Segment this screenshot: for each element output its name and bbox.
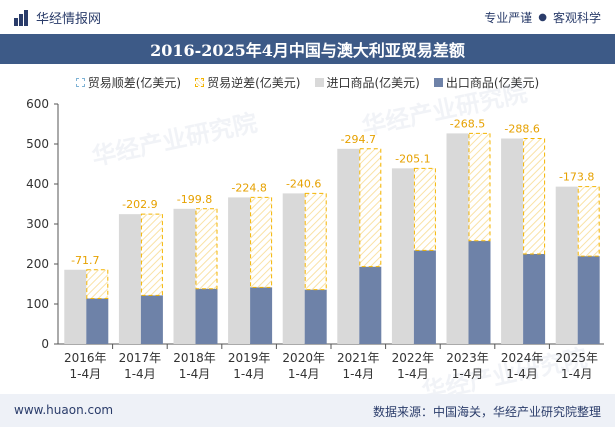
brand: 华经情报网	[14, 8, 101, 27]
deficit-label: -240.6	[286, 177, 321, 190]
deficit-label: -224.8	[231, 181, 266, 194]
import-bar	[228, 197, 251, 344]
deficit-box	[140, 213, 163, 296]
y-tick-label: 500	[26, 137, 49, 151]
deficit-box	[523, 138, 546, 255]
top-bar: 华经情报网 专业严谨 ● 客观科学	[0, 0, 615, 34]
y-tick-label: 600	[26, 97, 49, 111]
import-bar	[64, 269, 87, 344]
chart-title: 2016-2025年4月中国与澳大利亚贸易差额	[150, 41, 465, 60]
y-tick-label: 200	[26, 257, 49, 271]
import-bar	[173, 208, 196, 344]
x-tick-label-period: 1-4月	[561, 367, 593, 381]
import-bar	[337, 148, 360, 344]
legend-label-import: 进口商品(亿美元)	[326, 76, 420, 90]
legend-item-deficit: 贸易逆差(亿美元)	[195, 74, 301, 91]
deficit-box	[413, 167, 436, 251]
x-tick-label-period: 1-4月	[506, 367, 538, 381]
x-tick-label-period: 1-4月	[288, 367, 320, 381]
x-tick-label-year: 2019年	[228, 351, 271, 365]
legend-item-import: 进口商品(亿美元)	[314, 74, 420, 91]
legend-item-surplus: 贸易顺差(亿美元)	[75, 74, 182, 91]
x-tick-label-year: 2021年	[337, 351, 380, 365]
deficit-label: -71.7	[71, 254, 99, 267]
tagline-1: 专业严谨	[484, 11, 533, 25]
x-tick-label-year: 2016年	[64, 351, 107, 365]
legend-label-export: 出口商品(亿美元)	[445, 76, 540, 90]
deficit-label: -205.1	[395, 152, 430, 165]
footer-source: 数据来源：中国海关，华经产业研究院整理	[372, 405, 601, 419]
legend-label-surplus: 贸易顺差(亿美元)	[87, 76, 182, 90]
legend-swatch-surplus	[75, 78, 85, 87]
x-tick-label-period: 1-4月	[124, 367, 156, 381]
legend-label-deficit: 贸易逆差(亿美元)	[207, 76, 301, 90]
footer-website: www.huaon.com	[14, 403, 114, 417]
x-tick-label-year: 2024年	[501, 351, 544, 365]
export-bar	[413, 250, 436, 344]
x-tick-label-period: 1-4月	[452, 367, 484, 381]
chart-plot: 0 100 200 300 400 500 600 -71.7 2016年 1-4月 -202.9 2…	[26, 97, 604, 381]
deficit-label: -288.6	[504, 123, 539, 136]
deficit-box	[359, 148, 382, 268]
export-bar	[468, 240, 491, 344]
y-tick-label: 100	[26, 297, 49, 311]
import-bar	[282, 193, 305, 344]
x-tick-label-year: 2020年	[282, 351, 325, 365]
export-bar	[523, 253, 546, 344]
export-bar	[86, 298, 109, 344]
import-bar	[501, 138, 524, 344]
tagline-2: 客观科学	[552, 11, 601, 25]
tagline: 专业严谨 ● 客观科学	[484, 9, 601, 26]
deficit-label: -199.8	[177, 193, 212, 206]
x-tick-label-period: 1-4月	[342, 367, 374, 381]
export-bar	[577, 256, 600, 344]
import-bar	[555, 186, 578, 344]
brand-name: 华经情报网	[36, 12, 102, 27]
import-bar	[391, 168, 414, 344]
import-bar	[446, 133, 469, 344]
export-bar	[140, 295, 163, 344]
deficit-box	[577, 186, 600, 257]
y-tick-label: 300	[26, 217, 49, 231]
legend-item-export: 出口商品(亿美元)	[433, 74, 540, 91]
x-tick-label-year: 2017年	[119, 351, 162, 365]
dot-separator-icon: ●	[538, 12, 547, 23]
deficit-box	[86, 269, 109, 299]
x-tick-label-period: 1-4月	[179, 367, 211, 381]
deficit-box	[304, 192, 327, 291]
export-bar	[250, 287, 273, 344]
legend-swatch-import	[314, 78, 324, 87]
legend-swatch-deficit	[195, 78, 205, 87]
x-tick-label-period: 1-4月	[397, 367, 429, 381]
deficit-label: -202.9	[122, 198, 157, 211]
export-bar	[304, 289, 327, 344]
deficit-label: -173.8	[559, 171, 594, 184]
x-tick-label-period: 1-4月	[69, 367, 101, 381]
export-bar	[195, 288, 218, 344]
footer: www.huaon.com 数据来源：中国海关，华经产业研究院整理	[0, 394, 615, 427]
deficit-box	[250, 196, 273, 288]
bar-chart-logo-icon	[14, 9, 30, 26]
y-tick-label: 0	[41, 337, 49, 351]
x-tick-label-year: 2018年	[173, 351, 216, 365]
deficit-label: -294.7	[341, 133, 376, 146]
x-tick-label-year: 2023年	[446, 351, 489, 365]
export-bar	[359, 266, 382, 344]
deficit-box	[468, 132, 491, 242]
title-bar: 2016-2025年4月中国与澳大利亚贸易差额	[0, 34, 615, 64]
y-tick-label: 400	[26, 177, 49, 191]
legend-swatch-export	[433, 78, 443, 87]
chart-legend: 贸易顺差(亿美元) 贸易逆差(亿美元) 进口商品(亿美元) 出口商品(亿美元)	[0, 74, 615, 91]
x-tick-label-year: 2022年	[392, 351, 435, 365]
x-tick-label-period: 1-4月	[233, 367, 265, 381]
import-bar	[118, 214, 141, 344]
x-tick-label-year: 2025年	[555, 351, 598, 365]
deficit-box	[195, 208, 218, 290]
deficit-label: -268.5	[450, 117, 485, 130]
